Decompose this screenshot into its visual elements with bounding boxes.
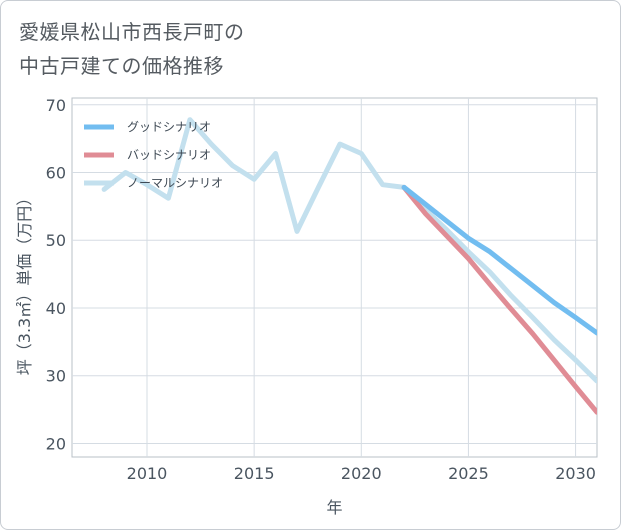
x-tick-label: 2015 (234, 464, 275, 483)
legend-label-normal: ノーマルシナリオ (127, 176, 223, 190)
legend-label-bad: バッドシナリオ (127, 148, 211, 162)
chart-title: 愛媛県松山市西長戸町の 中古戸建ての価格推移 (19, 15, 245, 83)
y-tick-label: 40 (46, 299, 66, 318)
series-lines (101, 117, 597, 415)
y-tick-label: 70 (46, 96, 66, 115)
x-tick-label: 2025 (448, 464, 489, 483)
x-axis-label: 年 (326, 498, 342, 517)
series-line-normal (101, 117, 597, 384)
series-line-bad (401, 184, 597, 415)
x-tick-label: 2020 (341, 464, 382, 483)
grid-lines (72, 98, 597, 457)
x-tick-label: 2030 (555, 464, 596, 483)
y-axis-label: 坪（3.3㎡）単価（万円） (15, 190, 34, 375)
y-tick-label: 50 (46, 231, 66, 250)
chart-title-line-1: 愛媛県松山市西長戸町の (19, 20, 245, 44)
y-tick-label: 60 (46, 164, 66, 183)
legend-label-good: グッドシナリオ (127, 120, 211, 134)
chart-title-line-2: 中古戸建ての価格推移 (19, 54, 224, 78)
y-tick-label: 20 (46, 434, 66, 453)
y-tick-label: 30 (46, 367, 66, 386)
x-tick-label: 2010 (127, 464, 168, 483)
series-line-good (401, 184, 597, 336)
